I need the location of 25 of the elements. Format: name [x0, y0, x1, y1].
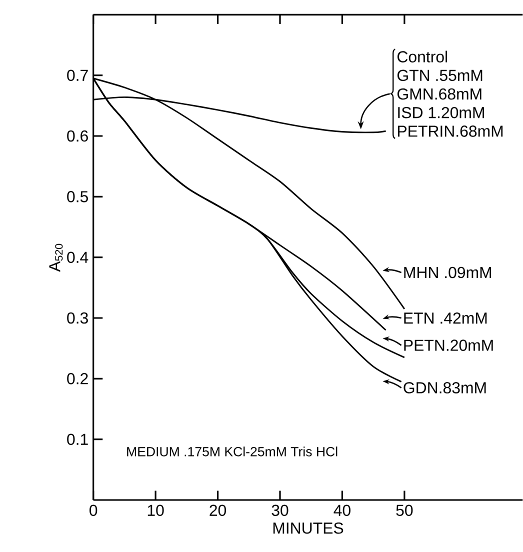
x-tick-label: 50: [396, 504, 413, 516]
legend-label: MHN .09mM: [404, 266, 492, 278]
y-tick-label: 0.2: [67, 373, 88, 384]
annotation: GTN .55mM: [398, 70, 482, 82]
legend-label: ETN .42mM: [404, 312, 487, 324]
x-tick-label: 10: [148, 504, 164, 516]
x-tick-label: 0: [90, 504, 98, 516]
y-tick-label: 0.3: [67, 312, 88, 324]
x-tick-label: 30: [272, 504, 288, 516]
y-axis-title: A$_{520}$: [49, 244, 63, 272]
legend-label: GDN.83mM: [404, 382, 486, 394]
annotation: GMN.68mM: [398, 88, 482, 100]
y-tick-label: 0.5: [67, 191, 88, 202]
x-tick-label: 20: [210, 504, 226, 516]
legend-label: PETN.20mM: [404, 340, 493, 351]
annotation: Control: [398, 50, 448, 62]
annotation: PETRIN.68mM: [398, 126, 503, 137]
x-axis-title: MINUTES: [274, 522, 344, 534]
y-tick-label: 0.7: [67, 70, 88, 81]
y-tick-label: 0.1: [67, 434, 88, 445]
x-tick-label: 40: [334, 504, 351, 516]
y-tick-label: 0.4: [67, 252, 88, 263]
annotation: MEDIUM .175M KCl-25mM Tris HCl: [127, 446, 338, 456]
y-tick-label: 0.6: [67, 130, 88, 142]
annotation: ISD 1.20mM: [398, 106, 484, 118]
